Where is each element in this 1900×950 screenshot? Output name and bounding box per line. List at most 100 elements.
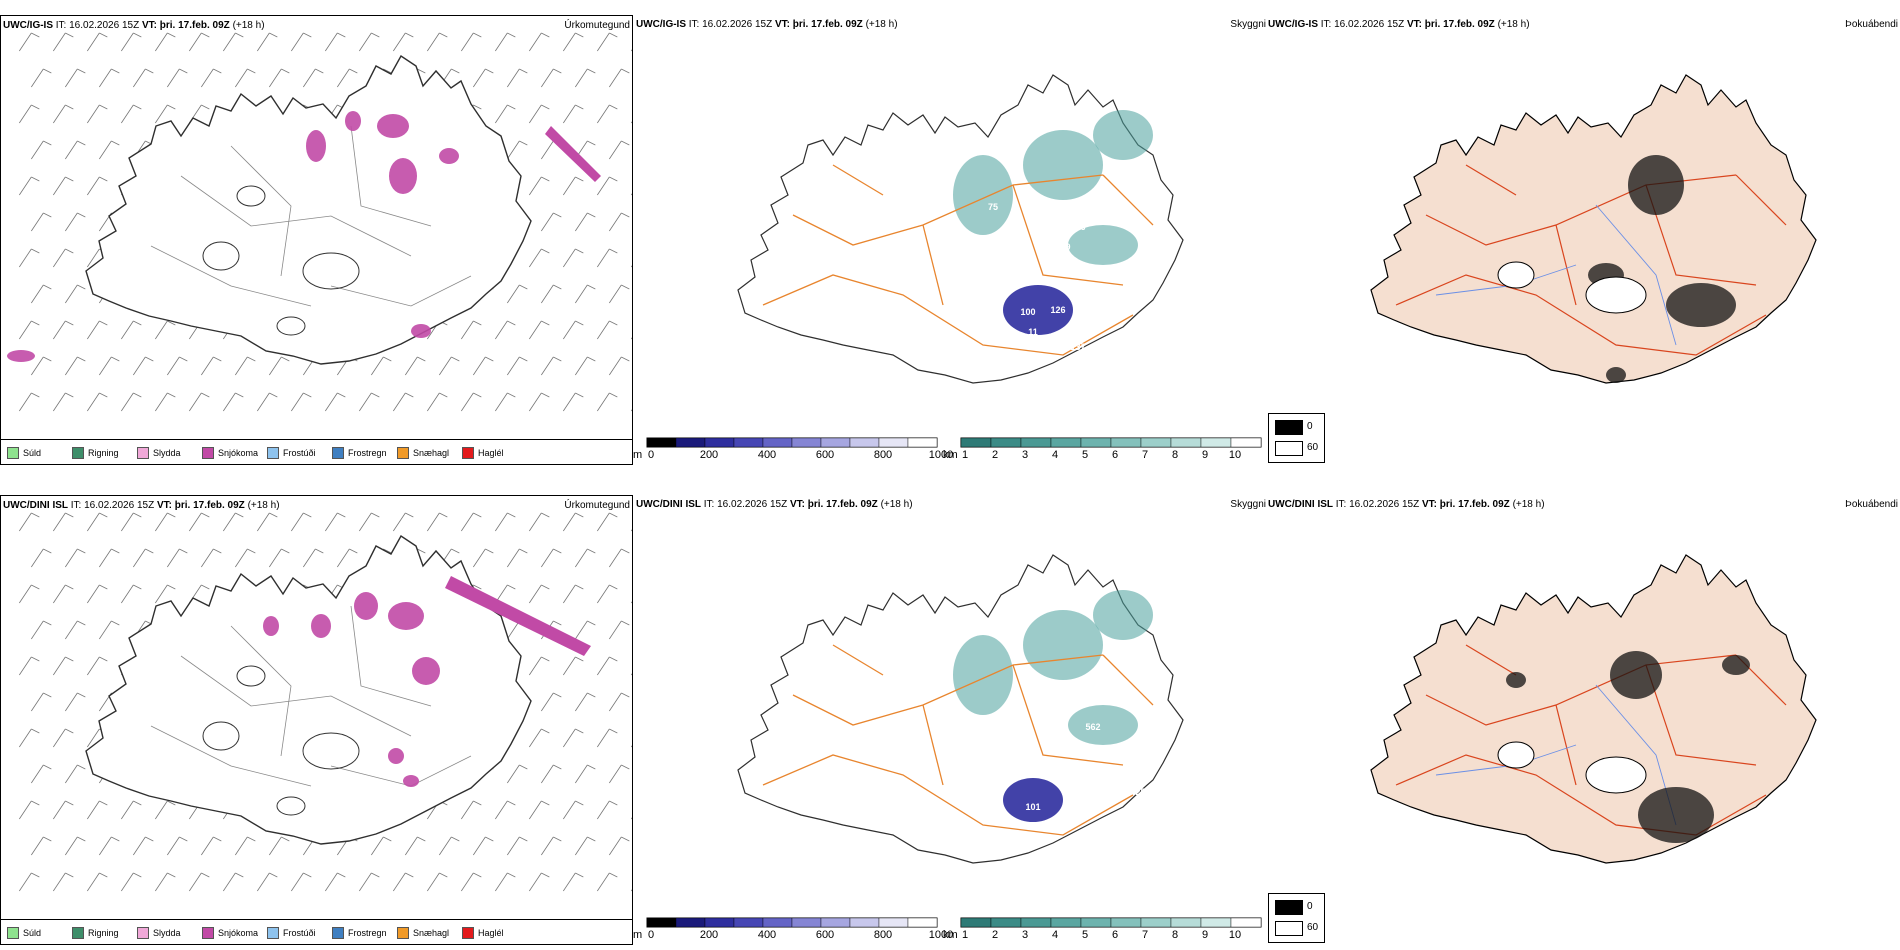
wind-barb bbox=[53, 728, 66, 748]
colorbar-tick-label: 1000 bbox=[928, 449, 954, 461]
cloud-base-value-label: 61 bbox=[1096, 357, 1106, 367]
wind-barb bbox=[19, 248, 32, 268]
fog-legend-box-black bbox=[1275, 420, 1303, 435]
wind-barb bbox=[53, 248, 66, 268]
wind-barb bbox=[303, 548, 316, 568]
panel-header: UWC/IG-IS IT: 16.02.2026 15Z VT: þri. 17… bbox=[3, 20, 265, 31]
wind-barb-flag bbox=[609, 512, 618, 518]
wind-barb bbox=[563, 392, 576, 412]
wind-barb bbox=[87, 656, 100, 676]
wind-barb bbox=[495, 32, 508, 52]
legend-item: Slydda bbox=[137, 927, 181, 939]
wind-barb bbox=[133, 836, 146, 856]
wind-barb bbox=[563, 248, 576, 268]
wind-barb bbox=[507, 548, 520, 568]
glacier-area bbox=[1585, 756, 1647, 794]
panel-title: Úrkomutegund bbox=[564, 20, 630, 31]
wind-barb-flag bbox=[31, 584, 40, 590]
colorbar-bin bbox=[791, 437, 822, 448]
visibility-colorbar: km 1 2 3 4 5 6 7 8 9 10 bbox=[943, 437, 1263, 461]
wind-barb-flag bbox=[133, 800, 142, 806]
wind-barb-flag bbox=[77, 212, 86, 218]
wind-barb bbox=[269, 548, 282, 568]
visibility-colorbar-ramp bbox=[960, 917, 1262, 928]
colorbar-tick-label: 0 bbox=[647, 929, 655, 941]
wind-barb bbox=[201, 356, 214, 376]
wind-barb bbox=[609, 764, 622, 784]
colorbar-tick-label: 8 bbox=[1171, 929, 1179, 941]
road-line bbox=[832, 644, 884, 676]
snowfall-area bbox=[439, 148, 459, 164]
wind-barb bbox=[121, 800, 134, 820]
wind-barb bbox=[393, 872, 406, 892]
legend-item: Slydda bbox=[137, 447, 181, 459]
wind-barb bbox=[541, 764, 554, 784]
wind-barb-flag bbox=[201, 104, 210, 110]
wind-barb-flag bbox=[519, 356, 528, 362]
wind-barb-flag bbox=[553, 212, 562, 218]
colorbar-bin bbox=[1200, 917, 1232, 928]
iceland-precip-map bbox=[19, 512, 632, 892]
wind-barb-flag bbox=[485, 68, 494, 74]
wind-barb-flag bbox=[201, 584, 210, 590]
wind-barb-flag bbox=[541, 872, 550, 878]
wind-barb-flag bbox=[43, 620, 52, 626]
wind-barb bbox=[609, 620, 622, 640]
road-line bbox=[1102, 654, 1154, 706]
colorbar-tick-label: 600 bbox=[815, 929, 835, 941]
wind-barb bbox=[133, 548, 146, 568]
legend-swatch bbox=[332, 927, 344, 939]
wind-barb bbox=[53, 32, 66, 52]
low-visibility-area bbox=[1093, 590, 1153, 640]
wind-barb bbox=[393, 512, 406, 532]
wind-barb-flag bbox=[167, 872, 176, 878]
wind-barb-flag bbox=[303, 872, 312, 878]
wind-barb bbox=[541, 68, 554, 88]
wind-barb-flag bbox=[269, 872, 278, 878]
legend-swatch bbox=[202, 447, 214, 459]
wind-barb bbox=[19, 392, 32, 412]
colorbar-tick-label: 1 bbox=[961, 929, 969, 941]
fog-area bbox=[1506, 672, 1526, 688]
road-line bbox=[832, 164, 884, 196]
wind-barb-flag bbox=[43, 692, 52, 698]
iceland-coastline bbox=[85, 534, 532, 845]
wind-barb-flag bbox=[609, 728, 618, 734]
colorbar-bin bbox=[1050, 437, 1082, 448]
road-line bbox=[1012, 184, 1124, 286]
wind-barb-flag bbox=[541, 176, 550, 182]
wind-barb-flag bbox=[77, 620, 86, 626]
wind-barb bbox=[99, 356, 112, 376]
wind-barb-flag bbox=[417, 836, 426, 842]
precip-type-map-dini: UWC/DINI ISL IT: 16.02.2026 15Z VT: þri.… bbox=[0, 495, 633, 945]
wind-barb bbox=[99, 836, 112, 856]
wind-barb-flag bbox=[247, 68, 256, 74]
wind-barb bbox=[87, 104, 100, 124]
visibility-unit: km bbox=[943, 929, 958, 941]
fog-index-map-dini: UWC/DINI ISL IT: 16.02.2026 15Z VT: þri.… bbox=[1266, 495, 1900, 945]
fog-legend-box-black bbox=[1275, 900, 1303, 915]
wind-barb-flag bbox=[65, 512, 74, 518]
cloud-base-value-label: 75 bbox=[988, 202, 998, 212]
colorbar-bin bbox=[1230, 437, 1262, 448]
colorbar-bin bbox=[1050, 917, 1082, 928]
wind-barb bbox=[121, 320, 134, 340]
snowfall-area bbox=[388, 602, 424, 630]
wind-barb-flag bbox=[575, 800, 584, 806]
colorbar-tick-label: 3 bbox=[1021, 449, 1029, 461]
wind-barb bbox=[87, 512, 100, 532]
wind-barb bbox=[31, 140, 44, 160]
visibility-colorbar-ramp bbox=[960, 437, 1262, 448]
wind-barb-flag bbox=[553, 836, 562, 842]
legend-label: Haglél bbox=[478, 928, 504, 938]
wind-barb bbox=[53, 584, 66, 604]
terrain-contour bbox=[180, 175, 412, 257]
wind-barb bbox=[563, 32, 576, 52]
wind-barb-flag bbox=[485, 356, 494, 362]
road-line bbox=[1465, 644, 1517, 676]
wind-barb bbox=[87, 872, 100, 892]
wind-barb bbox=[359, 32, 372, 52]
colorbar-tick-label: 7 bbox=[1141, 929, 1149, 941]
snowfall-area bbox=[403, 775, 419, 787]
wind-barb bbox=[53, 320, 66, 340]
